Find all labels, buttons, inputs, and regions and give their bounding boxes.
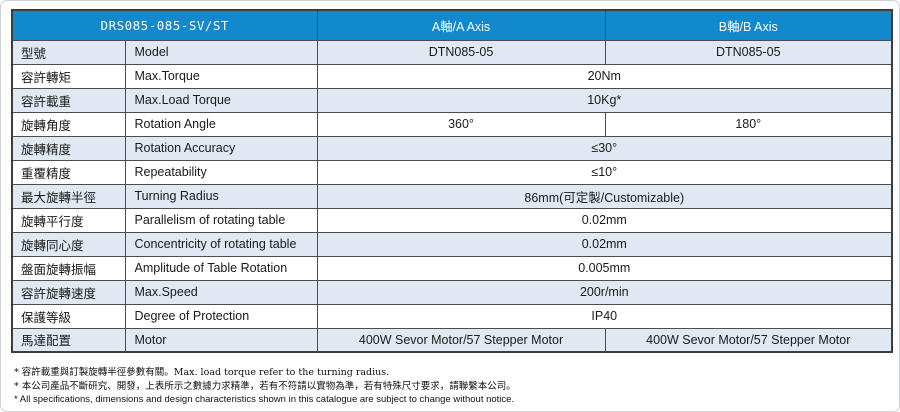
value-shared: 0.02mm [316, 207, 893, 233]
value-shared: 20Nm [316, 63, 893, 89]
row-label-zh: 旋轉平行度 [11, 207, 126, 233]
value-shared: 200r/min [316, 279, 893, 305]
row-label-en: Parallelism of rotating table [124, 207, 318, 233]
row-label-zh: 容許載重 [11, 87, 126, 113]
row-parallelism: 旋轉平行度 Parallelism of rotating table 0.02… [11, 207, 893, 233]
row-motor: 馬達配置 Motor 400W Sevor Motor/57 Stepper M… [11, 327, 893, 353]
row-max-speed: 容許旋轉速度 Max.Speed 200r/min [11, 279, 893, 305]
row-label-zh: 保護等級 [11, 303, 126, 329]
value-axis-a: DTN085-05 [316, 39, 606, 65]
row-model: 型號 Model DTN085-05 DTN085-05 [11, 39, 893, 65]
value-axis-b: DTN085-05 [604, 39, 893, 65]
row-rotation-angle: 旋轉角度 Rotation Angle 360° 180° [11, 111, 893, 137]
row-rotation-accuracy: 旋轉精度 Rotation Accuracy ≤30° [11, 135, 893, 161]
value-shared: 0.005mm [316, 255, 893, 281]
row-label-en: Rotation Accuracy [124, 135, 318, 161]
row-amplitude: 盤面旋轉振幅 Amplitude of Table Rotation 0.005… [11, 255, 893, 281]
footnote-load-torque: * 容許載重與訂製旋轉半徑參數有關。Max. load torque refer… [14, 367, 390, 378]
row-label-en: Amplitude of Table Rotation [124, 255, 318, 281]
row-label-zh: 馬達配置 [11, 327, 126, 353]
axis-a-header: A軸/A Axis [316, 9, 606, 41]
row-turning-radius: 最大旋轉半徑 Turning Radius 86mm(可定製/Customiza… [11, 183, 893, 209]
footnote-accuracy-disclaimer: * 本公司產品不斷研究、開發，上表所示之數據力求精準，若有不符請以實物為準，若有… [14, 380, 516, 392]
row-label-en: Turning Radius [124, 183, 318, 209]
row-label-en: Motor [124, 327, 318, 353]
row-label-en: Max.Load Torque [124, 87, 318, 113]
row-label-en: Max.Speed [124, 279, 318, 305]
row-label-zh: 盤面旋轉振幅 [11, 255, 126, 281]
axis-b-header: B軸/B Axis [604, 9, 893, 41]
value-axis-a: 360° [316, 111, 606, 137]
row-label-zh: 旋轉角度 [11, 111, 126, 137]
value-axis-a: 400W Sevor Motor/57 Stepper Motor [316, 327, 606, 353]
value-axis-b: 180° [604, 111, 893, 137]
row-label-en: Repeatability [124, 159, 318, 185]
row-label-zh: 型號 [11, 39, 126, 65]
value-shared: 10Kg* [316, 87, 893, 113]
row-max-load: 容許載重 Max.Load Torque 10Kg* [11, 87, 893, 113]
row-max-torque: 容許轉矩 Max.Torque 20Nm [11, 63, 893, 89]
row-label-en: Concentricity of rotating table [124, 231, 318, 257]
row-label-en: Model [124, 39, 318, 65]
value-shared: 86mm(可定製/Customizable) [316, 183, 893, 209]
row-label-zh: 容許轉矩 [11, 63, 126, 89]
table-header-row: DRS085-085-SV/ST A軸/A Axis B軸/B Axis [11, 9, 893, 41]
value-shared: ≤30° [316, 135, 893, 161]
row-label-zh: 重覆精度 [11, 159, 126, 185]
footnotes: * 容許載重與訂製旋轉半徑參數有關。Max. load torque refer… [14, 366, 516, 407]
row-label-zh: 最大旋轉半徑 [11, 183, 126, 209]
row-protection: 保護等級 Degree of Protection IP40 [11, 303, 893, 329]
value-axis-b: 400W Sevor Motor/57 Stepper Motor [604, 327, 893, 353]
spec-table: DRS085-085-SV/ST A軸/A Axis B軸/B Axis 型號 … [11, 9, 894, 353]
row-concentricity: 旋轉同心度 Concentricity of rotating table 0.… [11, 231, 893, 257]
row-label-en: Rotation Angle [124, 111, 318, 137]
row-repeatability: 重覆精度 Repeatability ≤10° [11, 159, 893, 185]
row-label-zh: 容許旋轉速度 [11, 279, 126, 305]
row-label-en: Degree of Protection [124, 303, 318, 329]
value-shared: ≤10° [316, 159, 893, 185]
row-label-zh: 旋轉精度 [11, 135, 126, 161]
footnote-change-without-notice: * All specifications, dimensions and des… [14, 394, 515, 405]
row-label-zh: 旋轉同心度 [11, 231, 126, 257]
row-label-en: Max.Torque [124, 63, 318, 89]
value-shared: 0.02mm [316, 231, 893, 257]
value-shared: IP40 [316, 303, 893, 329]
series-model-header: DRS085-085-SV/ST [11, 9, 318, 41]
